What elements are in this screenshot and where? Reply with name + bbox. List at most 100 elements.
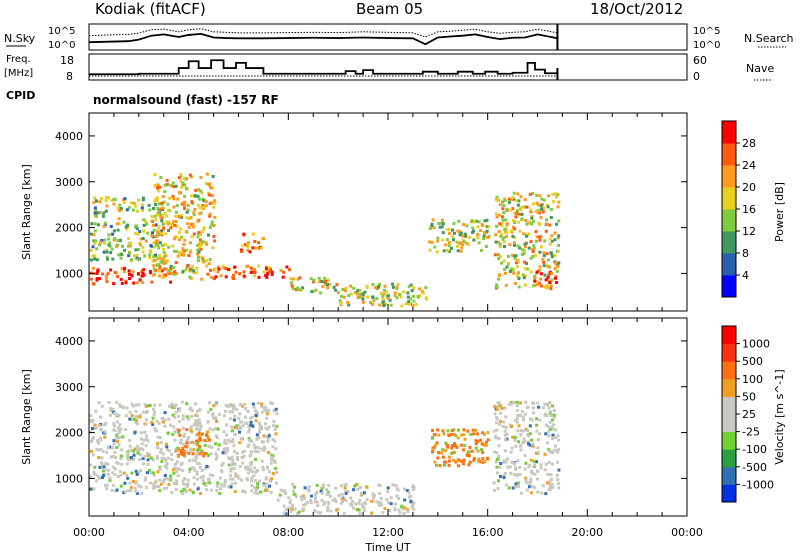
power-cell (190, 200, 194, 204)
power-cell (191, 222, 195, 226)
power-cell (513, 220, 517, 224)
velocity-cell (125, 406, 129, 410)
velocity-cell (241, 461, 245, 465)
velocity-cell (144, 476, 148, 480)
velocity-cell (450, 451, 454, 455)
velocity-cell (140, 437, 143, 441)
velocity-cell (215, 484, 219, 488)
power-cell (156, 183, 160, 187)
velocity-cell (117, 414, 121, 417)
velocity-cell (556, 450, 560, 454)
velocity-cell (117, 475, 120, 478)
power-cell (537, 221, 541, 225)
velocity-cell (156, 446, 160, 450)
velocity-cell (108, 479, 112, 482)
power-cell (516, 203, 520, 207)
velocity-cell (530, 469, 534, 473)
velocity-cell (492, 429, 496, 433)
power-colorbar-segment (722, 121, 736, 144)
velocity-cell (263, 406, 267, 409)
power-cell (103, 221, 107, 225)
velocity-cell (244, 407, 248, 411)
velocity-cell (117, 426, 120, 429)
station-title: Kodiak (fitACF) (95, 0, 206, 18)
power-cell (208, 225, 212, 229)
velocity-cell (236, 458, 240, 462)
power-cell (145, 222, 149, 226)
velocity-cell (215, 419, 218, 423)
velocity-cell (536, 490, 540, 494)
power-cell (371, 295, 375, 299)
power-cell (127, 237, 131, 241)
power-cell (386, 294, 390, 298)
power-cell (517, 212, 521, 216)
velocity-cell (256, 482, 260, 486)
velocity-cell (363, 509, 367, 513)
power-cell (441, 238, 445, 242)
velocity-cell (377, 483, 381, 487)
velocity-cell (457, 428, 460, 432)
velocity-cell (244, 421, 248, 425)
velocity-cell (177, 414, 181, 418)
velocity-cell (206, 420, 210, 424)
power-cell (556, 249, 560, 253)
power-cell (502, 240, 506, 244)
velocity-cell (234, 481, 238, 485)
power-cell (179, 179, 182, 183)
velocity-cell (89, 463, 92, 467)
velocity-cell (123, 489, 127, 493)
velocity-cell (218, 476, 222, 480)
power-cell (463, 232, 467, 236)
velocity-cell (249, 453, 253, 457)
power-cell (451, 228, 454, 232)
velocity-colorbar-segment (722, 414, 736, 433)
power-cell (169, 226, 173, 230)
power-cell (167, 245, 171, 249)
power-cell (436, 236, 440, 240)
velocity-cell (232, 444, 236, 448)
power-cell (476, 233, 480, 237)
power-cell (342, 295, 346, 299)
power-cell (535, 283, 539, 287)
velocity-cell (219, 487, 223, 491)
velocity-cell (237, 476, 241, 480)
power-cell (375, 297, 379, 301)
power-colorbar-label: 8 (742, 247, 749, 260)
velocity-cell (528, 424, 532, 428)
power-cell (262, 237, 265, 241)
power-cell (430, 224, 434, 228)
power-cell (249, 266, 253, 270)
velocity-cell (547, 447, 551, 451)
power-cell (546, 275, 550, 279)
power-cell (199, 189, 203, 193)
velocity-cell (121, 406, 125, 410)
noise-ytick-left-top: 10^5 (48, 26, 75, 37)
power-cell (169, 280, 173, 284)
velocity-cell (179, 438, 183, 442)
power-cell (341, 288, 345, 291)
velocity-cell (502, 473, 506, 477)
velocity-cell (204, 466, 208, 470)
velocity-cell (143, 478, 147, 482)
time-tick-label: 20:00 (571, 526, 603, 539)
power-cell (512, 191, 516, 195)
velocity-cell (264, 409, 268, 413)
power-cell (156, 228, 160, 232)
velocity-cell (552, 413, 556, 417)
power-cell (447, 244, 451, 248)
power-cell (156, 255, 160, 259)
power-cell (515, 261, 518, 265)
power-cell (176, 197, 180, 201)
velocity-cell (331, 498, 335, 502)
power-cell (482, 237, 486, 241)
velocity-cell (119, 456, 123, 460)
power-cell (199, 233, 202, 237)
power-colorbar-segment (722, 231, 736, 254)
power-cell (192, 212, 196, 216)
velocity-cell (228, 477, 232, 481)
velocity-cell (360, 502, 364, 506)
velocity-cell (328, 494, 332, 498)
velocity-cell (441, 429, 445, 433)
power-cell (102, 225, 106, 228)
power-cell (105, 250, 109, 254)
